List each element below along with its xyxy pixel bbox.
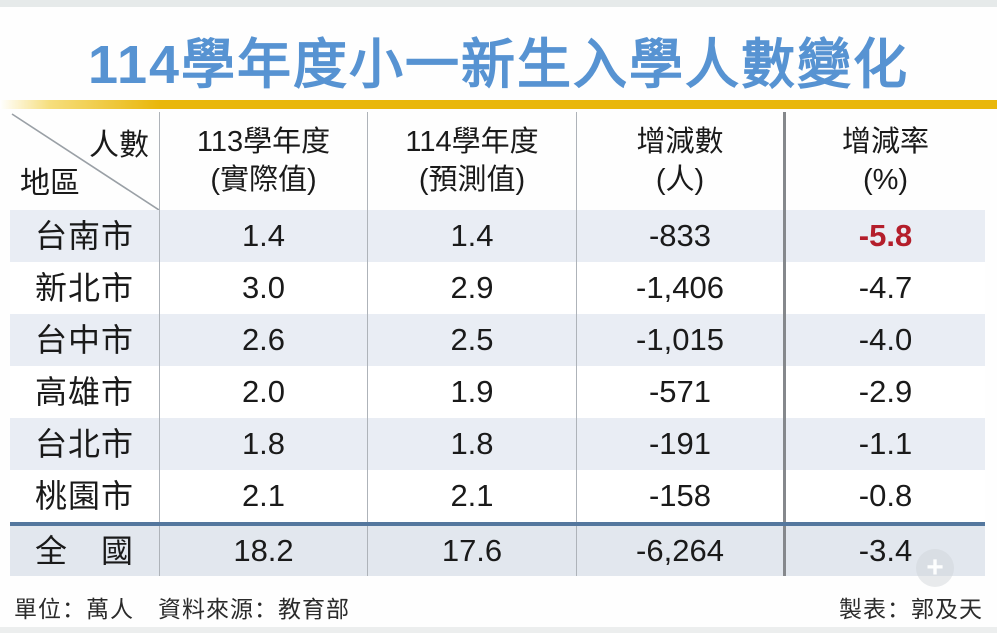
total-region-cell: 全 國 xyxy=(10,526,160,576)
value-113-cell: 1.4 xyxy=(160,210,368,262)
region-cell: 台南市 xyxy=(10,210,160,262)
footer-credit: 製表：郭及天 xyxy=(839,596,983,622)
column-header-rate: 增減率 (%) xyxy=(786,112,985,210)
value-113-cell: 2.0 xyxy=(160,366,368,418)
total-change-cell: -6,264 xyxy=(577,526,786,576)
rate-cell: -4.7 xyxy=(786,262,985,314)
header-line1: 增減數 xyxy=(636,125,724,158)
change-cell: -571 xyxy=(577,366,786,418)
value-114-cell: 2.5 xyxy=(368,314,577,366)
gold-divider-bar xyxy=(0,100,997,109)
header-line1: 113學年度 xyxy=(196,125,331,158)
value-114-cell: 1.8 xyxy=(368,418,577,470)
header-line1: 增減率 xyxy=(841,125,929,158)
value-114-cell: 2.1 xyxy=(368,470,577,522)
value-113-cell: 3.0 xyxy=(160,262,368,314)
change-cell: -158 xyxy=(577,470,786,522)
value-113-cell: 2.6 xyxy=(160,314,368,366)
rate-cell: -1.1 xyxy=(786,418,985,470)
region-cell: 台北市 xyxy=(10,418,160,470)
region-cell: 桃園市 xyxy=(10,470,160,522)
corner-header-cell: 人數 地區 xyxy=(10,112,160,210)
bottom-edge-strip xyxy=(0,627,997,633)
region-cell: 高雄市 xyxy=(10,366,160,418)
zoom-plus-button[interactable]: + xyxy=(916,549,954,587)
change-cell: -833 xyxy=(577,210,786,262)
value-114-cell: 1.9 xyxy=(368,366,577,418)
total-rate-cell: -3.4 xyxy=(786,526,985,576)
change-cell: -1,015 xyxy=(577,314,786,366)
rate-cell: -0.8 xyxy=(786,470,985,522)
region-cell: 台中市 xyxy=(10,314,160,366)
top-edge-strip xyxy=(0,0,997,7)
footer-unit-source: 單位：萬人 資料來源：教育部 xyxy=(14,596,350,622)
total-113-cell: 18.2 xyxy=(160,526,368,576)
header-line2: (人) xyxy=(655,164,705,196)
header-line2: (實際值) xyxy=(210,164,317,196)
region-cell: 新北市 xyxy=(10,262,160,314)
total-114-cell: 17.6 xyxy=(368,526,577,576)
column-header-113: 113學年度 (實際值) xyxy=(160,112,368,210)
change-cell: -191 xyxy=(577,418,786,470)
corner-label-region: 地區 xyxy=(20,167,80,200)
header-line1: 114學年度 xyxy=(405,125,539,158)
rate-cell: -4.0 xyxy=(786,314,985,366)
diagonal-line xyxy=(11,113,159,210)
corner-label-count: 人數 xyxy=(89,129,149,162)
change-cell: -1,406 xyxy=(577,262,786,314)
column-header-change: 增減數 (人) xyxy=(577,112,786,210)
value-113-cell: 1.8 xyxy=(160,418,368,470)
value-113-cell: 2.1 xyxy=(160,470,368,522)
header-line2: (%) xyxy=(862,164,909,196)
header-line2: (預測值) xyxy=(418,164,526,196)
value-114-cell: 2.9 xyxy=(368,262,577,314)
page-title: 114學年度小一新生入學人數變化 xyxy=(87,35,910,95)
rate-cell: -2.9 xyxy=(786,366,985,418)
rate-cell-highlighted: -5.8 xyxy=(786,210,985,262)
footer: 單位：萬人 資料來源：教育部 製表：郭及天 xyxy=(14,590,983,624)
value-114-cell: 1.4 xyxy=(368,210,577,262)
data-table: 人數 地區 113學年度 (實際值) 114學年度 (預測值) 增減數 (人) … xyxy=(10,112,985,576)
column-header-114: 114學年度 (預測值) xyxy=(368,112,577,210)
total-separator-line xyxy=(10,522,985,526)
